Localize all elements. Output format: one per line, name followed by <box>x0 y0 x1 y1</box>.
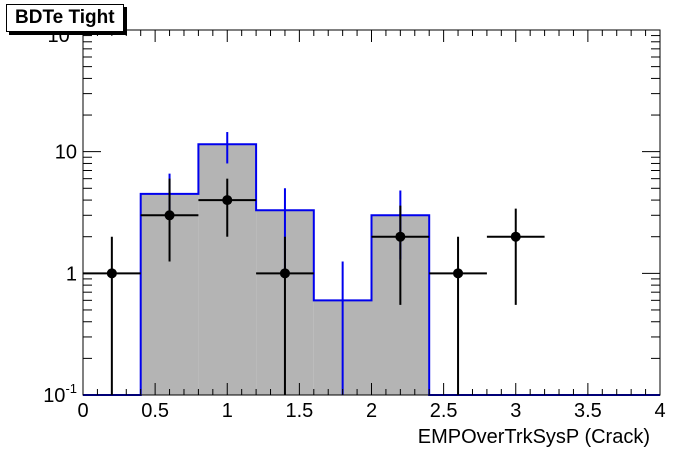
x-axis-title: EMPOverTrkSysP (Crack) <box>418 426 650 448</box>
y-tick-label: 1 <box>66 263 77 285</box>
data-point <box>164 210 175 221</box>
y-tick-label: 10 <box>55 142 77 164</box>
data-point <box>510 231 521 242</box>
x-tick-label: 3 <box>510 400 521 422</box>
x-tick-label: 0 <box>77 400 88 422</box>
y-tick-label: 10-1 <box>43 381 77 407</box>
x-tick-label: 2 <box>366 400 377 422</box>
data-points-layer <box>83 178 545 395</box>
y-tick-label-base: 10 <box>43 385 65 407</box>
data-point <box>106 268 117 279</box>
data-point <box>222 195 233 206</box>
chart-title: BDTe Tight <box>6 4 124 32</box>
data-point <box>453 268 464 279</box>
data-point <box>395 231 406 242</box>
histogram-layer <box>83 132 660 396</box>
x-tick-label: 1.5 <box>285 400 313 422</box>
x-tick-label: 2.5 <box>430 400 458 422</box>
x-tick-label: 3.5 <box>574 400 602 422</box>
data-point <box>279 268 290 279</box>
x-tick-label: 0.5 <box>141 400 169 422</box>
x-axis-ticks: 0 0.5 1 1.5 2 2.5 3 3.5 4 <box>77 30 666 422</box>
y-tick-label-exponent: -1 <box>65 381 77 396</box>
x-tick-label: 1 <box>222 400 233 422</box>
x-tick-label: 4 <box>654 400 665 422</box>
